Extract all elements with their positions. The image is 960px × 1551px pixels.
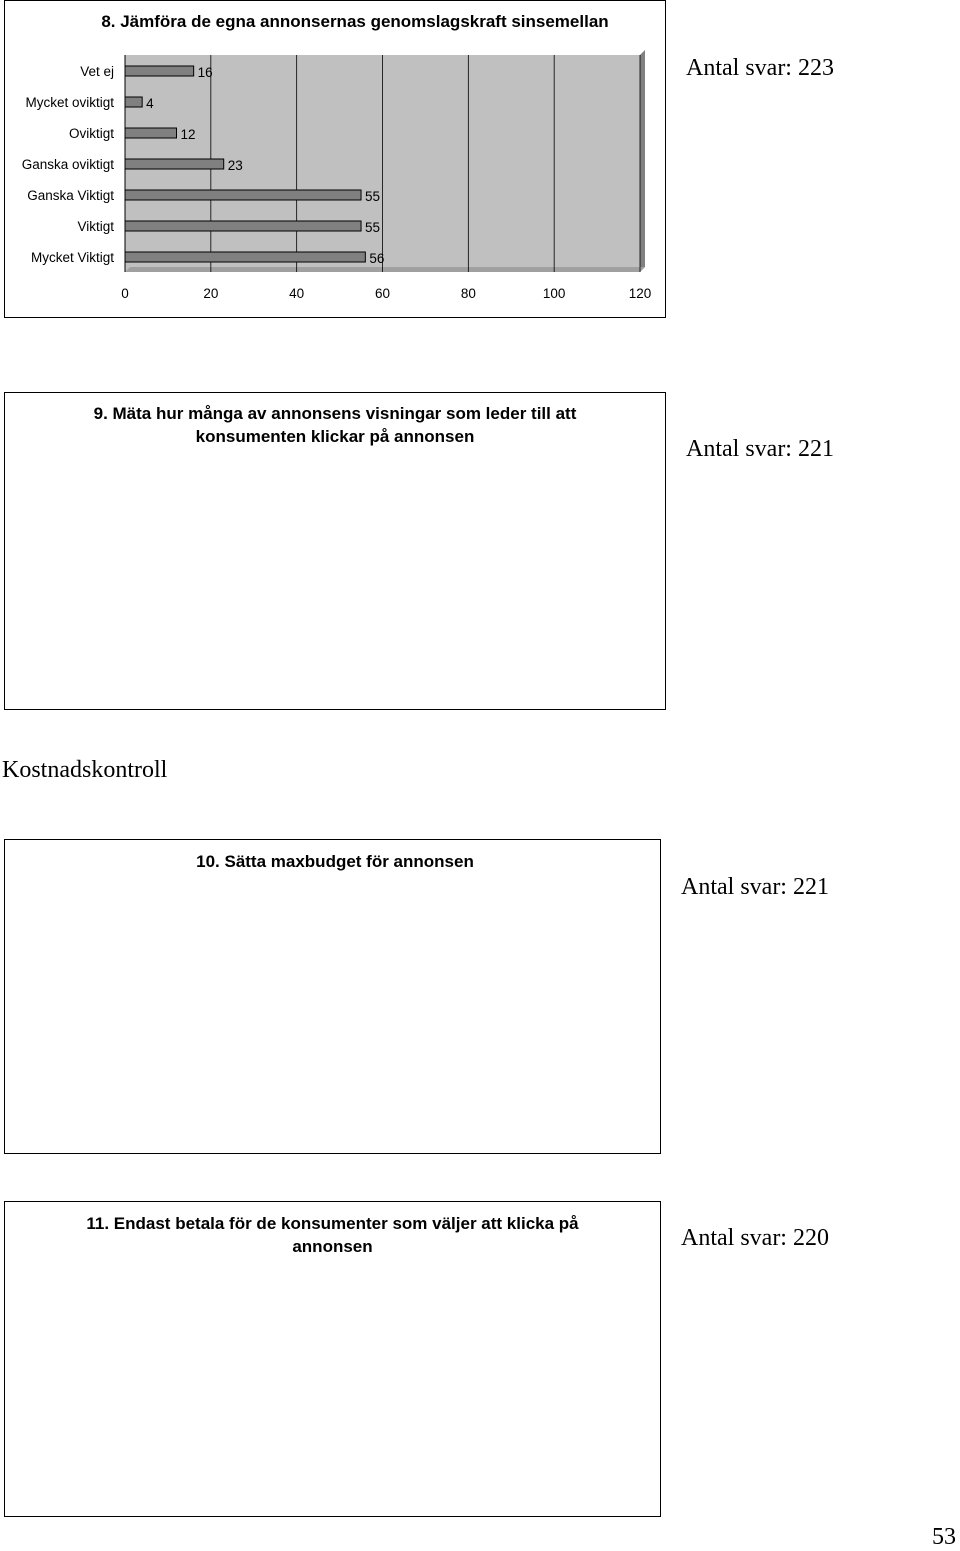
chart-title-8: 8. Jämföra de egna annonsernas genomslag…	[101, 12, 609, 31]
category-label-8-6: Mycket Viktigt	[31, 250, 114, 265]
tick-label-8-4: 80	[461, 286, 476, 301]
category-label-8-4: Ganska Viktigt	[27, 188, 114, 203]
response-count-10: Antal svar: 221	[681, 874, 829, 900]
chart-title-10: 10. Sätta maxbudget för annonsen	[196, 852, 474, 871]
bar-8-4	[124, 189, 362, 201]
tick-label-8-0: 0	[121, 286, 129, 301]
page-number: 53	[932, 1524, 956, 1550]
category-label-8-3: Ganska oviktigt	[22, 157, 115, 172]
chart-title-9: 9. Mäta hur många av annonsens visningar…	[93, 404, 577, 446]
chart-frame-9	[4, 392, 666, 710]
category-label-8-2: Oviktigt	[69, 126, 114, 141]
value-label-8-1: 4	[146, 96, 154, 111]
category-label-8-0: Vet ej	[80, 64, 114, 79]
value-label-8-0: 16	[198, 65, 213, 80]
tick-label-8-6: 120	[629, 286, 652, 301]
bar-8-5	[124, 220, 362, 232]
tick-label-8-3: 60	[375, 286, 390, 301]
tick-label-8-5: 100	[543, 286, 566, 301]
chart-frame-10	[4, 839, 661, 1154]
category-label-8-1: Mycket oviktigt	[25, 95, 114, 110]
value-label-8-2: 12	[181, 127, 196, 142]
bar-8-2	[124, 127, 177, 139]
value-label-8-3: 23	[228, 158, 243, 173]
response-count-8: Antal svar: 223	[686, 55, 834, 81]
bar-8-6	[124, 251, 366, 263]
plot-floor-8	[125, 267, 645, 272]
chart-title-11: 11. Endast betala för de konsumenter som…	[86, 1214, 579, 1256]
chart-frame-11	[4, 1201, 661, 1517]
bar-8-1	[124, 96, 143, 108]
plot-side-8	[640, 50, 645, 272]
tick-label-8-2: 40	[289, 286, 304, 301]
category-label-8-5: Viktigt	[77, 219, 114, 234]
value-label-8-4: 55	[365, 189, 380, 204]
value-label-8-5: 55	[365, 220, 380, 235]
response-count-9: Antal svar: 221	[686, 436, 834, 462]
section-heading: Kostnadskontroll	[2, 757, 168, 783]
value-label-8-6: 56	[369, 251, 384, 266]
bar-8-3	[124, 158, 225, 170]
tick-label-8-1: 20	[203, 286, 218, 301]
response-count-11: Antal svar: 220	[681, 1225, 829, 1251]
bar-8-0	[124, 65, 195, 77]
